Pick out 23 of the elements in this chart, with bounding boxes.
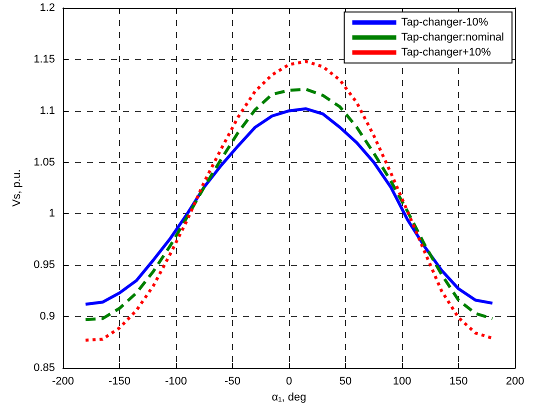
- x-tick-label: 0: [286, 376, 292, 388]
- line-series: [84, 60, 494, 342]
- y-tick-label: 1.05: [34, 156, 55, 168]
- y-tick-label: 0.9: [40, 310, 55, 323]
- x-tick-label: -50: [224, 376, 240, 388]
- y-tick-label: 0.95: [34, 259, 55, 272]
- x-tick-label: -150: [108, 376, 131, 388]
- x-tick-label: 50: [339, 376, 352, 388]
- y-tick-label: 1.15: [34, 53, 55, 66]
- y-tick-label: 1: [48, 208, 55, 220]
- legend-label: Tap-changer-10%: [401, 16, 488, 28]
- x-tick-label: 100: [392, 376, 412, 388]
- legend-label: Tap-changer:nominal: [401, 32, 504, 44]
- y-tick-label: 1.2: [40, 2, 55, 14]
- x-tick-label: 150: [449, 376, 468, 388]
- legend-label: Tap-changer+10%: [401, 46, 492, 58]
- y-tick-label: 1.1: [40, 104, 55, 117]
- y-axis-title: Vs, p.u.: [11, 169, 24, 207]
- x-tick-label: -200: [52, 376, 74, 388]
- x-tick-label: 200: [506, 376, 524, 388]
- x-tick-label: -100: [164, 376, 188, 388]
- y-tick-label: 0.85: [34, 362, 55, 374]
- x-axis-title: α₁, deg: [272, 391, 306, 404]
